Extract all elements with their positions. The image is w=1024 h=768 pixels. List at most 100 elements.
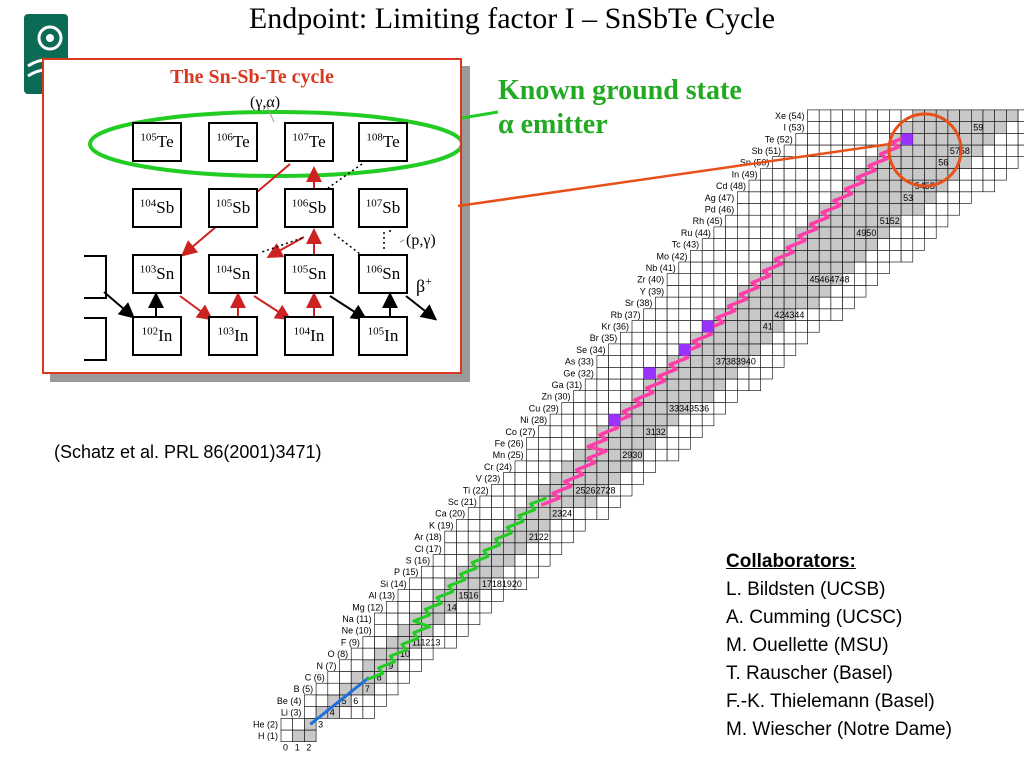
- nuclide-cell: [889, 191, 902, 204]
- nuclide-cell: [772, 191, 785, 204]
- nuclide-cell: [526, 437, 539, 450]
- nuclide-cell: [350, 647, 364, 661]
- neutron-label: 1: [295, 743, 300, 753]
- nuclide-cell: [608, 355, 621, 368]
- nuclide-cell: [970, 109, 984, 122]
- nuclide-cell: [760, 366, 773, 380]
- nuclide-cell: [690, 296, 703, 310]
- nuclide-cell: [736, 320, 750, 333]
- nuclide-cell: [947, 203, 960, 216]
- nuclide-cell: [608, 378, 621, 391]
- nuclide-cell: [760, 191, 773, 204]
- nuclide-cell: [865, 191, 878, 204]
- nuclide-cell: [853, 191, 867, 204]
- nuclide-cell: [690, 250, 703, 263]
- nuclide-cell: [280, 729, 293, 742]
- element-label: Se (34): [576, 345, 606, 355]
- nuclide-cell: [678, 296, 691, 310]
- element-label: N (7): [317, 661, 337, 671]
- nuclide-cell: [467, 507, 481, 520]
- nuclide-cell: [853, 250, 867, 263]
- nuclide-cell: [783, 214, 797, 228]
- nuclide-cell: [830, 308, 843, 321]
- nuclide-cell: [818, 179, 832, 193]
- nuclide-cell: [772, 320, 785, 333]
- nuclide-cell: [924, 203, 937, 216]
- neutron-label: 33343536: [669, 403, 709, 413]
- nuclide-cell: [479, 495, 492, 508]
- nuclide-cell: [783, 168, 797, 181]
- nuclide-cell: [526, 472, 539, 485]
- nuclide-cell: [736, 343, 750, 356]
- nuclide-cell: [760, 214, 773, 228]
- nuclide-cell: [409, 589, 422, 602]
- nuclide-cell: [959, 121, 972, 134]
- nuclide-cell: [947, 191, 960, 204]
- nuclide-cell: [573, 437, 586, 450]
- nuclide-cell: [853, 109, 867, 122]
- nuclide-cell: [807, 203, 820, 216]
- nuclide-cell: [292, 729, 305, 742]
- nuclide-cell: [795, 214, 808, 228]
- nuclide-cell: [818, 121, 832, 134]
- nuclide-cell: [304, 694, 317, 707]
- nuclide-cell: [959, 168, 972, 181]
- nuclide-cell: [678, 413, 691, 427]
- nuclide-cell: [748, 179, 761, 193]
- nuclide-cell: [725, 366, 738, 380]
- nuclide-cell: [561, 519, 574, 532]
- nuclide-cell: [561, 425, 574, 438]
- nuclide-cell: [596, 366, 609, 380]
- neutron-label: 8: [377, 673, 382, 683]
- nuclide-cell: [772, 203, 785, 216]
- nuclide-cell: [666, 437, 680, 450]
- nuclide-cell: [666, 390, 680, 403]
- element-label: Ru (44): [681, 228, 711, 238]
- nuclide-cell: [514, 542, 527, 555]
- neutron-label: 37383940: [716, 357, 756, 367]
- nuclide-cell: [807, 308, 820, 321]
- nuclide-cell: [713, 402, 726, 415]
- nuclide-cell: [795, 273, 808, 286]
- element-label: Tc (43): [672, 240, 700, 250]
- nuclide-cell: [713, 390, 726, 403]
- nuclide-cell: [725, 390, 738, 403]
- nuclide-cell: [795, 191, 808, 204]
- nuclide-cell: [1017, 133, 1024, 146]
- nuclide-cell: [748, 378, 761, 391]
- nuclide-cell: [701, 343, 715, 356]
- nuclide-cell: [830, 261, 843, 274]
- nuclide-cell: [736, 226, 750, 239]
- nuclide-cell: [502, 472, 516, 485]
- nuclide-in104: 104In: [284, 316, 334, 356]
- nuclide-cell: [736, 366, 750, 380]
- nuclide-cell: [538, 507, 551, 520]
- nuclide-cell: [1017, 121, 1024, 134]
- nuclide-cell: [900, 214, 914, 228]
- nuclide-cell: [994, 156, 1007, 169]
- nuclide-cell: [760, 226, 773, 239]
- nuclide-cell: [690, 273, 703, 286]
- waiting-point-marker: [643, 367, 656, 379]
- nuclide-cell: [783, 226, 797, 239]
- callout-line1: Known ground state: [498, 75, 742, 106]
- nuclide-cell: [397, 624, 410, 637]
- collaborator-name: M. Ouellette (MSU): [726, 635, 889, 656]
- nuclide-cell: [725, 378, 738, 391]
- nuclide-cell: [982, 109, 995, 122]
- nuclide-cell: [491, 519, 504, 532]
- nuclide-cell: [713, 366, 726, 380]
- nuclide-cell: [725, 285, 738, 298]
- element-label: V (23): [476, 474, 501, 484]
- nuclide-cell: [924, 191, 937, 204]
- nuclide-cell: [772, 168, 785, 181]
- nuclide-cell: [725, 320, 738, 333]
- nuclide-cell: [842, 156, 855, 169]
- nuclide-cell: [748, 261, 761, 274]
- nuclide-cell: [526, 460, 539, 473]
- neutron-label: 2122: [529, 532, 549, 542]
- nuclide-cell: [818, 250, 832, 263]
- element-label: I (53): [783, 123, 804, 133]
- nuclide-cell: [865, 273, 878, 286]
